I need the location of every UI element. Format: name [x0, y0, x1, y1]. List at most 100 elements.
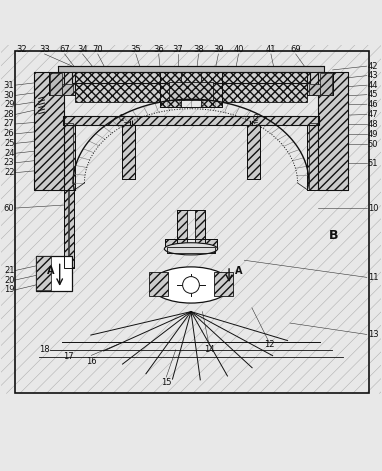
- Text: C: C: [253, 114, 258, 123]
- Text: 46: 46: [367, 100, 378, 109]
- Text: 34: 34: [77, 45, 88, 54]
- Bar: [75, 83, 160, 102]
- Bar: [123, 125, 135, 179]
- Text: 17: 17: [63, 352, 74, 361]
- Bar: [72, 72, 310, 83]
- Text: 40: 40: [233, 45, 244, 54]
- Bar: [34, 72, 64, 190]
- Text: 29: 29: [4, 100, 15, 109]
- Ellipse shape: [151, 267, 231, 303]
- Text: 30: 30: [4, 91, 15, 100]
- Text: 33: 33: [39, 45, 50, 54]
- Text: 22: 22: [4, 168, 15, 177]
- Text: 16: 16: [86, 357, 97, 365]
- Text: A: A: [47, 266, 55, 276]
- Text: 14: 14: [204, 345, 215, 354]
- Text: 27: 27: [4, 120, 15, 129]
- Bar: [69, 190, 74, 268]
- Bar: [247, 125, 259, 179]
- Text: B: B: [329, 229, 338, 242]
- Bar: [72, 72, 310, 83]
- Text: 18: 18: [39, 345, 50, 354]
- Text: A: A: [235, 266, 242, 276]
- Bar: [160, 72, 222, 107]
- Bar: [149, 272, 168, 296]
- Bar: [318, 72, 348, 190]
- Bar: [64, 125, 74, 190]
- Text: 50: 50: [367, 140, 378, 149]
- Bar: [176, 210, 187, 244]
- Bar: [64, 190, 74, 268]
- Text: C: C: [119, 114, 124, 123]
- Bar: [308, 125, 318, 190]
- Bar: [195, 210, 206, 244]
- Bar: [160, 72, 181, 107]
- Bar: [34, 72, 64, 190]
- Bar: [63, 115, 319, 125]
- Text: 28: 28: [4, 110, 15, 119]
- Text: 70: 70: [92, 45, 103, 54]
- Bar: [214, 272, 233, 296]
- Bar: [49, 72, 75, 96]
- Text: 51: 51: [367, 159, 378, 168]
- Bar: [320, 73, 332, 95]
- Bar: [222, 83, 307, 102]
- Bar: [64, 123, 73, 190]
- Text: 10: 10: [367, 203, 378, 212]
- Text: 15: 15: [161, 378, 172, 387]
- Text: 11: 11: [367, 273, 378, 282]
- Circle shape: [183, 276, 199, 293]
- Text: 35: 35: [131, 45, 141, 54]
- Text: 43: 43: [367, 71, 378, 80]
- Text: 45: 45: [367, 90, 378, 99]
- Bar: [318, 72, 348, 190]
- Text: 44: 44: [367, 81, 378, 89]
- Bar: [123, 125, 135, 179]
- Text: 41: 41: [265, 45, 276, 54]
- Text: 36: 36: [153, 45, 164, 54]
- Bar: [63, 115, 319, 125]
- Bar: [309, 123, 318, 190]
- Bar: [247, 125, 259, 179]
- Text: 13: 13: [367, 330, 378, 339]
- Text: 20: 20: [4, 276, 15, 284]
- Text: 49: 49: [367, 130, 378, 139]
- Bar: [176, 210, 206, 244]
- Text: 32: 32: [16, 45, 27, 54]
- Bar: [36, 256, 51, 290]
- Bar: [307, 72, 333, 96]
- Ellipse shape: [164, 243, 218, 255]
- Text: 37: 37: [172, 45, 183, 54]
- Bar: [58, 66, 324, 72]
- Text: 47: 47: [367, 110, 378, 119]
- Bar: [64, 125, 74, 190]
- Text: 42: 42: [367, 62, 378, 71]
- Text: 19: 19: [4, 285, 15, 294]
- Text: 26: 26: [4, 130, 15, 138]
- Text: 48: 48: [367, 120, 378, 129]
- Bar: [36, 256, 72, 291]
- Text: 69: 69: [290, 45, 301, 54]
- Bar: [64, 190, 68, 268]
- Bar: [307, 72, 333, 96]
- Text: 60: 60: [4, 203, 15, 212]
- Bar: [167, 247, 187, 252]
- Text: 25: 25: [4, 139, 15, 148]
- Text: 31: 31: [4, 81, 15, 89]
- Text: 67: 67: [59, 45, 70, 54]
- Text: 12: 12: [264, 340, 274, 349]
- Text: 24: 24: [4, 149, 15, 158]
- Bar: [167, 247, 215, 252]
- Bar: [62, 84, 73, 96]
- Text: 39: 39: [213, 45, 224, 54]
- Text: 23: 23: [4, 158, 15, 167]
- Text: 21: 21: [4, 266, 15, 275]
- Bar: [50, 73, 62, 95]
- Bar: [201, 72, 222, 107]
- Bar: [165, 239, 187, 249]
- Bar: [195, 239, 217, 249]
- Bar: [169, 82, 213, 100]
- Bar: [165, 239, 217, 249]
- Bar: [308, 125, 318, 190]
- Text: 38: 38: [193, 45, 204, 54]
